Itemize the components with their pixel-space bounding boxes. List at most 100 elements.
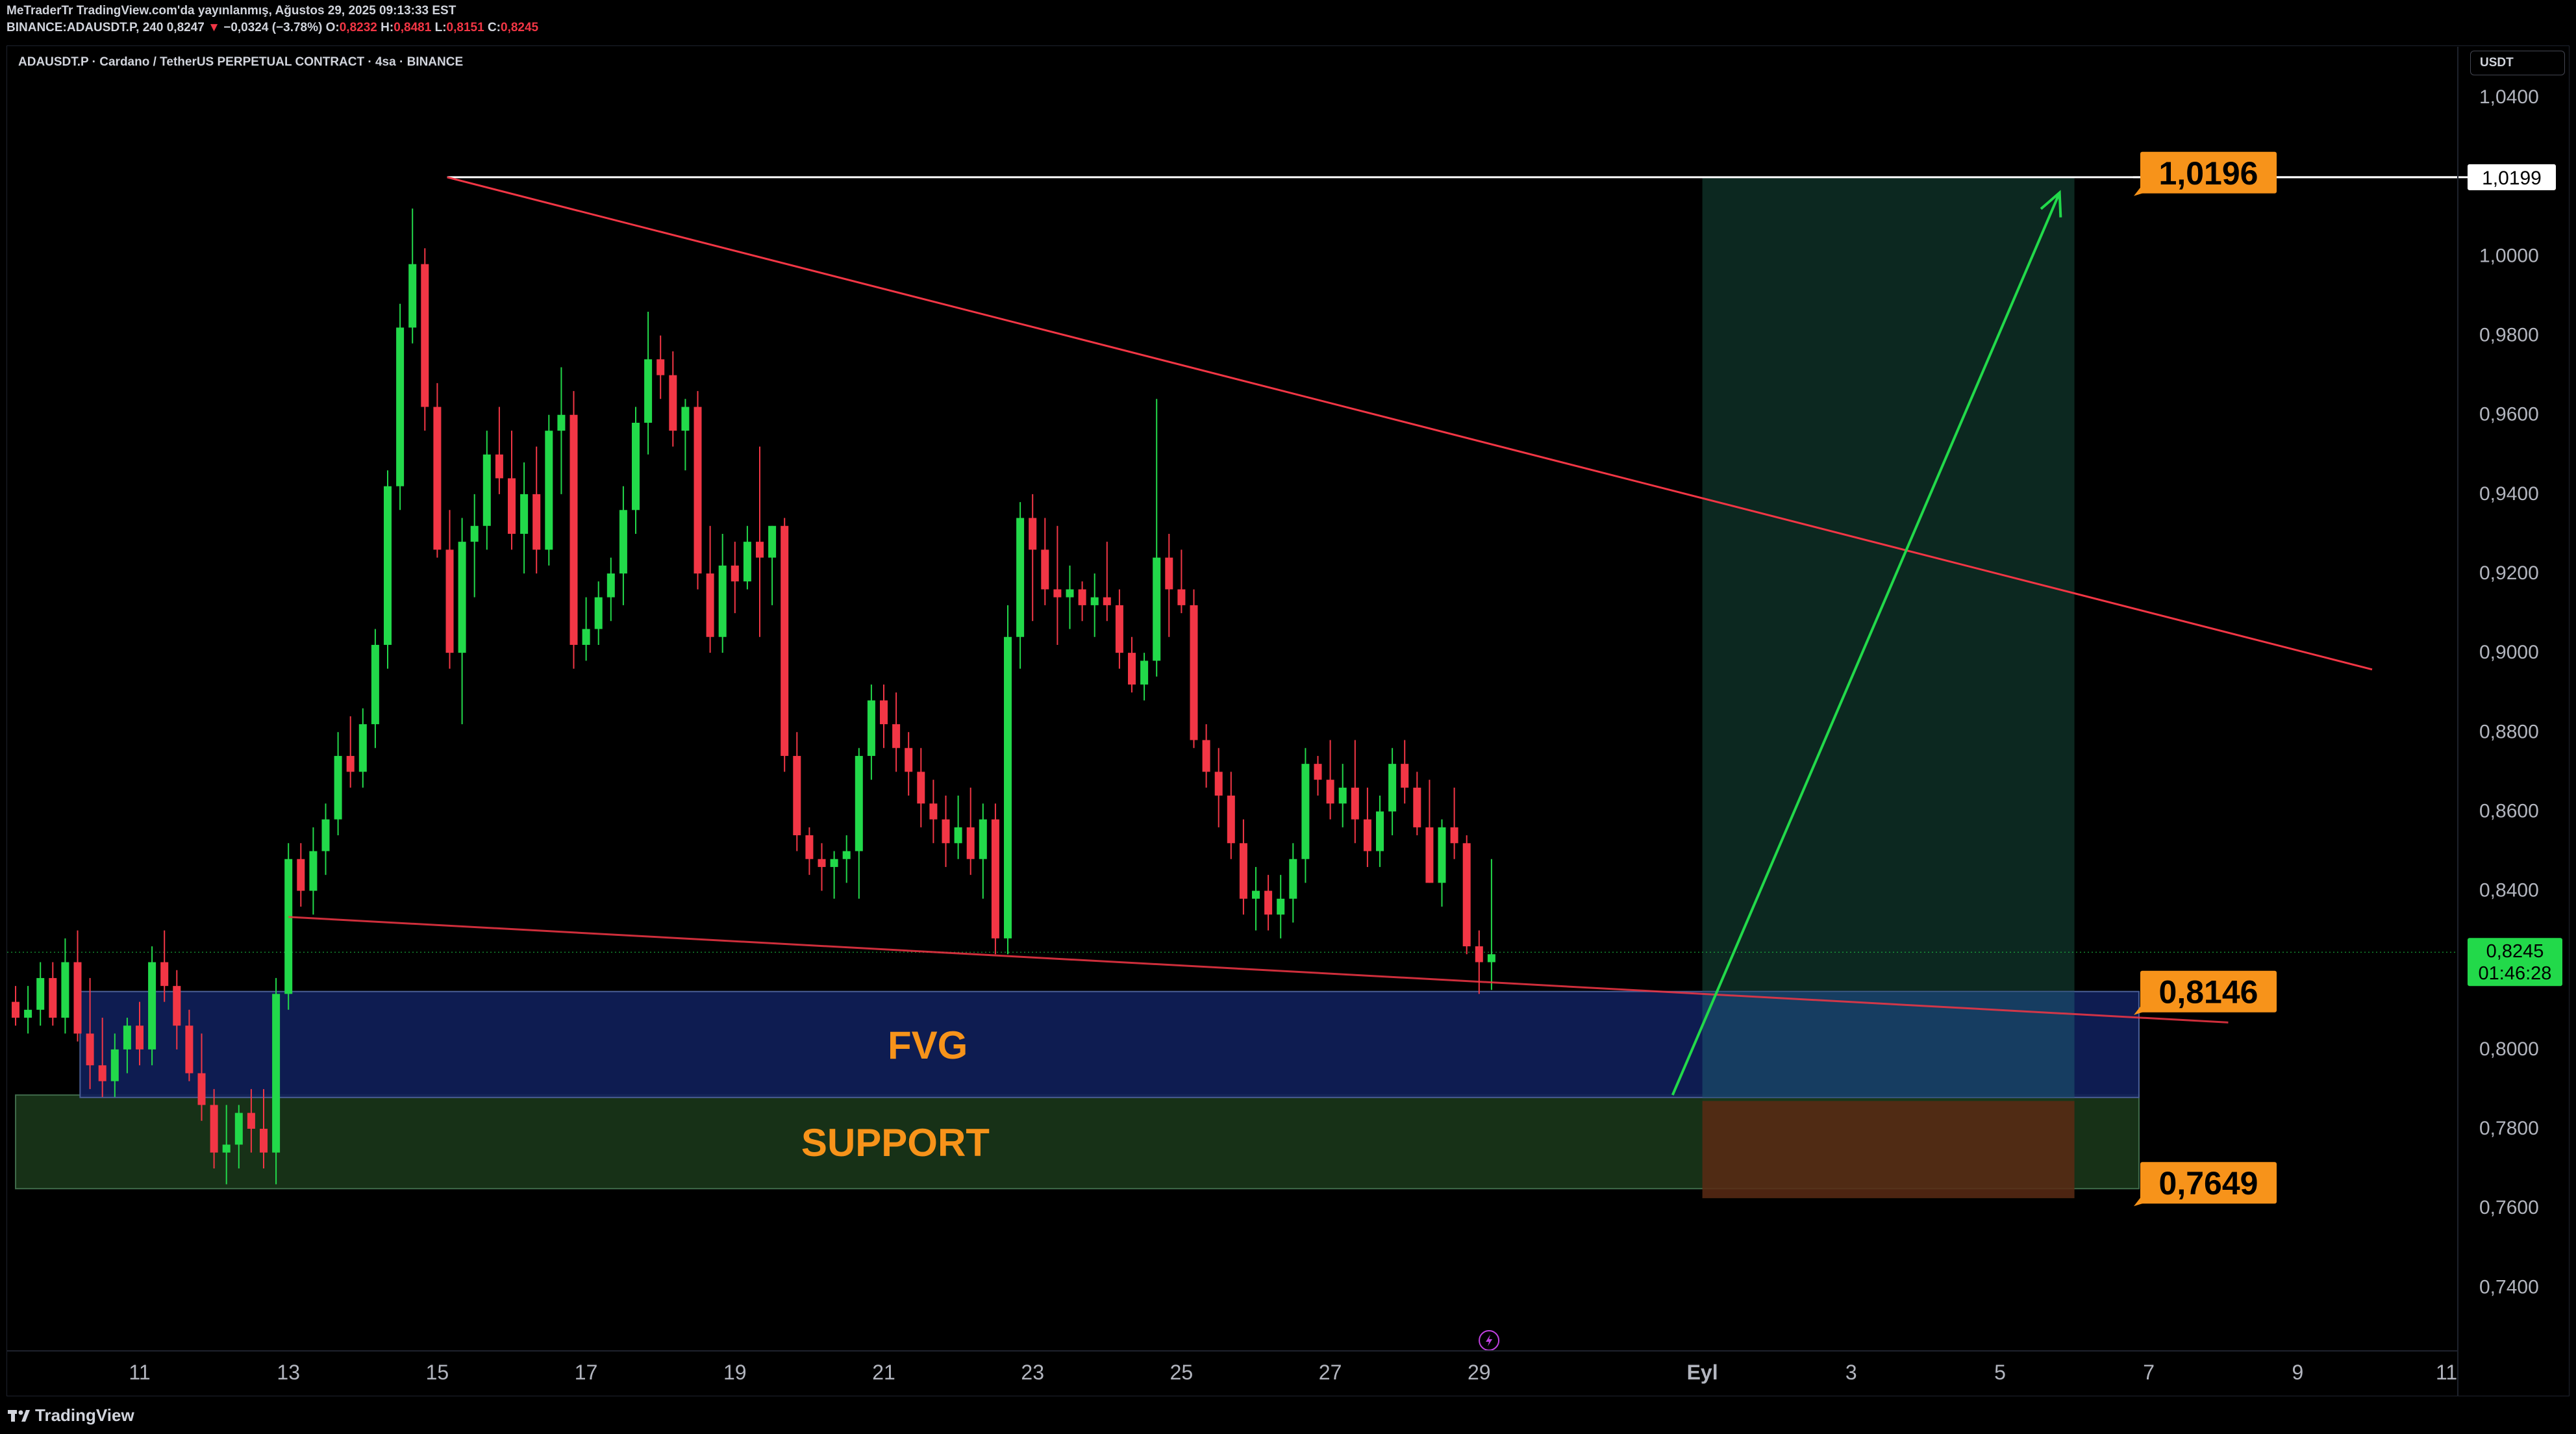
candle-body xyxy=(830,859,838,867)
candle-body xyxy=(1376,811,1384,851)
candle-body xyxy=(309,851,318,891)
y-tick-label: 0,9000 xyxy=(2479,642,2539,663)
change-value: −0,0324 (−3.78%) xyxy=(223,21,323,34)
candle-body xyxy=(384,486,392,645)
candle xyxy=(756,446,764,637)
candle-body xyxy=(371,644,379,725)
candle-body xyxy=(1462,843,1471,947)
candle-body xyxy=(1016,518,1025,637)
candle-body xyxy=(1475,946,1483,962)
candle-body xyxy=(1277,898,1285,915)
y-tick-label: 0,7800 xyxy=(2479,1118,2539,1139)
x-tick-label: 3 xyxy=(1845,1361,1857,1384)
candle-body xyxy=(743,542,751,582)
candle-body xyxy=(855,755,863,851)
candle xyxy=(1301,748,1310,883)
candle xyxy=(582,597,590,661)
candle-body xyxy=(632,422,640,510)
candle-body xyxy=(1004,636,1012,938)
ohlc-line: BINANCE:ADAUSDT.P, 240 0,8247 ▼ −0,0324 … xyxy=(6,21,538,35)
chart-frame xyxy=(6,45,2570,1396)
price-callout-text: 1,0196 xyxy=(2159,155,2258,192)
last-price: 0,8247 xyxy=(166,21,205,34)
candle xyxy=(1277,875,1285,938)
candle xyxy=(396,303,405,510)
candle-body xyxy=(284,859,293,994)
x-tick-label: 11 xyxy=(129,1361,150,1384)
candle xyxy=(942,796,950,867)
candle-body xyxy=(1115,605,1123,653)
candle xyxy=(173,970,181,1050)
price-callout-pointer xyxy=(2134,1003,2151,1015)
candle-body xyxy=(867,700,875,756)
candle-body xyxy=(880,700,888,725)
candle xyxy=(321,803,330,875)
candle xyxy=(272,977,281,1185)
candle xyxy=(482,431,491,550)
candle xyxy=(718,533,727,653)
support-label: SUPPORT xyxy=(801,1121,990,1164)
x-tick-label: 25 xyxy=(1170,1361,1194,1384)
y-tick-label: 0,8400 xyxy=(2479,880,2539,901)
candle xyxy=(793,732,801,851)
candle-body xyxy=(110,1049,119,1081)
candle xyxy=(421,248,429,431)
candle xyxy=(36,962,45,1026)
candle xyxy=(805,827,814,875)
candle-body xyxy=(1177,589,1186,605)
candle xyxy=(991,803,999,955)
x-tick-label: 17 xyxy=(575,1361,598,1384)
candle xyxy=(1351,740,1359,844)
candle-body xyxy=(718,565,727,637)
candle xyxy=(408,208,417,344)
tradingview-logo[interactable]: TradingView xyxy=(8,1405,134,1426)
candle-body xyxy=(1029,518,1037,550)
candle xyxy=(545,414,553,566)
candle xyxy=(1475,930,1483,994)
candle xyxy=(1239,819,1247,915)
x-tick-label: 5 xyxy=(1994,1361,2006,1384)
candle-body xyxy=(160,962,169,987)
candle xyxy=(594,581,603,645)
candle xyxy=(1326,740,1334,820)
candle-body xyxy=(36,977,45,1010)
candle-body xyxy=(458,542,466,653)
candle-body xyxy=(321,819,330,851)
candle-body xyxy=(917,772,925,804)
candle xyxy=(694,391,702,590)
candle xyxy=(346,716,355,788)
candle xyxy=(706,525,714,653)
currency-selector[interactable]: USDT xyxy=(2470,51,2565,75)
candle-body xyxy=(657,359,665,375)
candle-body xyxy=(234,1113,243,1145)
candle xyxy=(73,930,82,1042)
projection-arrow-line xyxy=(1671,192,2061,1096)
candle-body xyxy=(210,1105,218,1153)
candle-body xyxy=(73,962,82,1034)
candle xyxy=(371,629,379,748)
candle xyxy=(1029,494,1037,622)
candle-body xyxy=(1363,819,1371,851)
x-tick-label: Eyl xyxy=(1687,1361,1718,1384)
candle xyxy=(1289,843,1297,923)
candle xyxy=(433,383,442,558)
candle-body xyxy=(1053,589,1062,598)
candlestick-chart[interactable]: FVGSUPPORT1,01960,81460,76491,04001,0200… xyxy=(0,0,2576,1396)
candle-body xyxy=(520,494,529,534)
candle-body xyxy=(495,454,503,479)
price-axis: 1,04001,02001,00000,98000,96000,94000,92… xyxy=(2457,47,2562,1396)
bolt-icon-glyph xyxy=(1486,1335,1493,1346)
candle-body xyxy=(892,724,901,748)
candle xyxy=(297,843,305,907)
candle xyxy=(669,351,677,447)
projection-arrow-head xyxy=(2040,190,2062,218)
candle xyxy=(1016,502,1025,669)
candle xyxy=(24,986,32,1034)
candle-body xyxy=(1487,954,1495,962)
price-callout-box xyxy=(2140,151,2277,194)
candle-body xyxy=(694,407,702,574)
candle xyxy=(1153,399,1161,677)
candle-body xyxy=(557,414,566,431)
low-value: 0,8151 xyxy=(446,21,484,34)
candle xyxy=(260,1088,268,1169)
